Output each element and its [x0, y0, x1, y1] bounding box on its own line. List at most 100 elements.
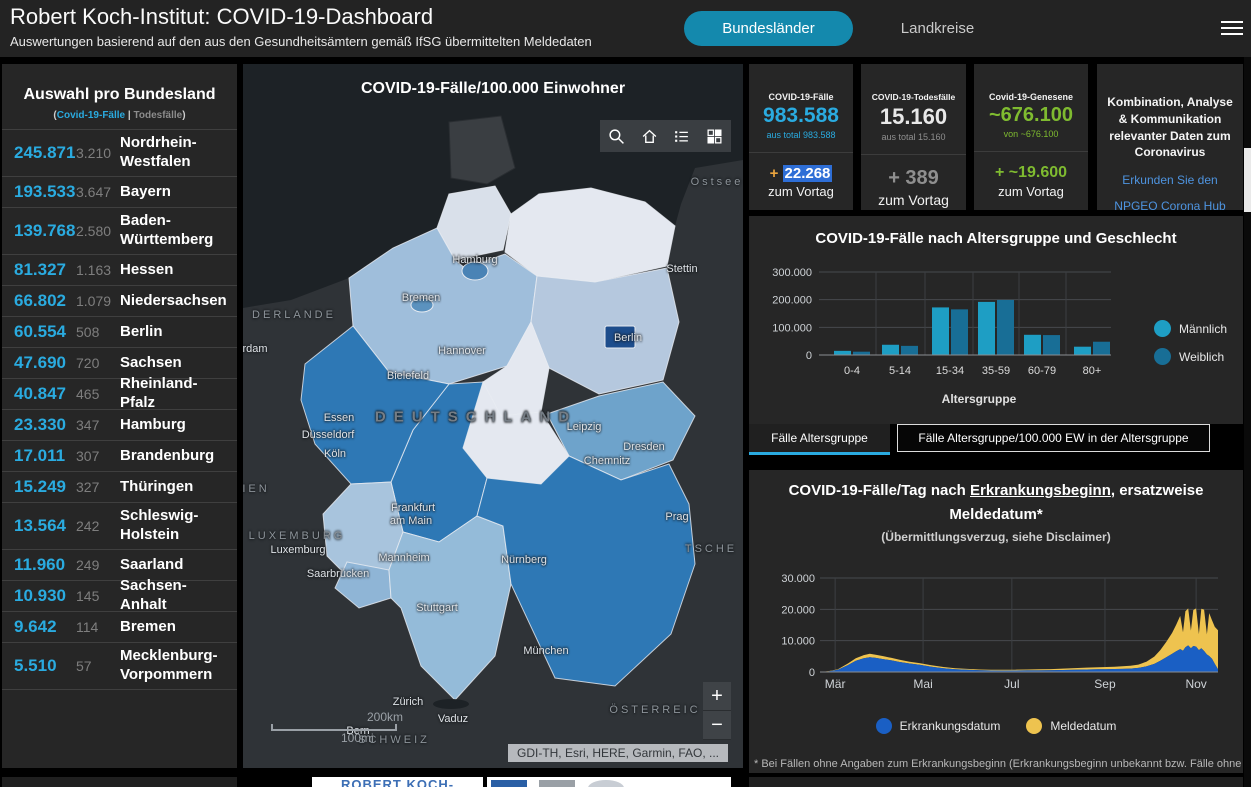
- state-deaths: 3.647: [76, 184, 112, 200]
- scale-line: [271, 724, 397, 731]
- state-cases: 10.930: [14, 586, 66, 605]
- state-row[interactable]: 17.011 307 Brandenburg: [2, 441, 237, 472]
- state-row[interactable]: 23.330 347 Hamburg: [2, 410, 237, 441]
- age-ytick: 0: [806, 350, 812, 362]
- germany-choropleth-map[interactable]: [243, 64, 743, 768]
- state-name: Brandenburg: [120, 446, 215, 464]
- age-category-label: 0-4: [844, 365, 860, 377]
- npgeo-link-hub[interactable]: NPGEO Corona Hub: [1114, 199, 1226, 214]
- age-bar-female: [951, 309, 968, 355]
- page-subtitle: Auswertungen basierend auf den aus den G…: [10, 34, 592, 49]
- bottom-panel-edge-left: [2, 777, 237, 787]
- state-deaths: 465: [76, 386, 100, 402]
- state-cases: 245.871: [14, 143, 76, 162]
- search-icon[interactable]: [600, 120, 633, 152]
- state-name: Rheinland-Pfalz: [120, 375, 198, 411]
- state-deaths: 114: [76, 619, 99, 635]
- zoom-out-button[interactable]: −: [703, 711, 731, 740]
- map-title: COVID-19-Fälle/100.000 Einwohner: [360, 80, 626, 97]
- state-row[interactable]: 11.960 249 Saarland: [2, 550, 237, 581]
- page-scrollbar: [1244, 57, 1251, 787]
- tab-landkreise[interactable]: Landkreise: [900, 20, 975, 37]
- tab-faelle-altersgruppe-100k[interactable]: Fälle Altersgruppe/100.000 EW in der Alt…: [897, 424, 1210, 452]
- state-row[interactable]: 47.690 720 Sachsen: [2, 348, 237, 379]
- recovered-subtotal: von ~676.100: [1003, 129, 1059, 139]
- state-cases: 139.768: [14, 221, 76, 240]
- zoom-in-button[interactable]: +: [703, 682, 731, 711]
- age-category-label: 35-59: [982, 365, 1010, 377]
- map-zoom-controls: + −: [703, 682, 731, 740]
- state-name: Thüringen: [120, 477, 194, 495]
- header: Robert Koch-Institut: COVID-19-Dashboard…: [0, 0, 1251, 57]
- partner-logo-block: [491, 780, 527, 787]
- deaths-delta-caption: zum Vortag: [878, 192, 949, 208]
- state-name: Bayern: [120, 182, 171, 200]
- state-deaths: 307: [76, 448, 100, 464]
- partner-logo-block: [539, 780, 576, 787]
- state-row[interactable]: 40.847 465 Rheinland-Pfalz: [2, 375, 237, 411]
- tl-month-label: Mai: [913, 677, 932, 691]
- state-hamburg: [461, 261, 489, 281]
- state-row[interactable]: 60.554 508 Berlin: [2, 317, 237, 348]
- state-row[interactable]: 81.327 1.163 Hessen: [2, 255, 237, 286]
- erkrankungsdatum-legend-dot: [875, 718, 892, 734]
- timeline-footnote: * Bei Fällen ohne Angaben zum Erkrankung…: [754, 758, 1242, 770]
- state-deaths: 3.210: [76, 145, 112, 161]
- state-row[interactable]: 66.802 1.079 Niedersachsen: [2, 286, 237, 317]
- age-bar-female: [997, 299, 1014, 355]
- tl-area-erkrankungsdatum: [820, 645, 1218, 672]
- age-chart-panel: COVID-19-Fälle nach Altersgruppe und Ges…: [749, 216, 1243, 424]
- tab-bundeslaender[interactable]: Bundesländer: [684, 11, 853, 46]
- age-bar-female: [853, 351, 870, 355]
- state-row[interactable]: 139.768 2.580 Baden-Württemberg: [2, 208, 237, 255]
- tl-ytick: 10.000: [781, 636, 815, 648]
- basemap-icon[interactable]: [698, 120, 731, 152]
- state-name: Hamburg: [120, 415, 186, 433]
- npgeo-link-intro[interactable]: Erkunden Sie den: [1122, 173, 1218, 188]
- tab-faelle-altersgruppe[interactable]: Fälle Altersgruppe: [749, 424, 890, 455]
- state-row[interactable]: 193.533 3.647 Bayern: [2, 177, 237, 208]
- scrollbar-thumb[interactable]: [1244, 148, 1251, 212]
- page-title: Robert Koch-Institut: COVID-19-Dashboard: [10, 4, 434, 29]
- age-chart-legend: Männlich Weiblich: [1154, 320, 1227, 376]
- map-panel: COVID-19-Fälle/100.000 Einwohner Hamburg…: [243, 64, 743, 768]
- legend-deaths-toggle[interactable]: Todesfälle: [133, 110, 183, 121]
- cases-value: 983.588: [763, 104, 839, 127]
- recovered-delta-block: + ~19.600 zum Vortag: [974, 151, 1088, 199]
- deaths-subtotal: aus total 15.160: [881, 132, 946, 142]
- age-bar-female: [901, 345, 918, 355]
- age-bar-male: [1024, 334, 1041, 355]
- age-category-label: 15-34: [936, 365, 964, 377]
- age-ytick: 100.000: [772, 322, 812, 334]
- state-deaths: 242: [76, 518, 100, 534]
- legend-cases-toggle[interactable]: Covid-19-Fälle: [56, 110, 126, 121]
- hamburger-menu-icon[interactable]: [1221, 21, 1243, 37]
- map-attribution: GDI-TH, Esri, HERE, Garmin, FAO, ...: [508, 744, 728, 762]
- partner-logo-strip: [487, 777, 731, 787]
- tl-ytick: 0: [809, 667, 815, 679]
- stat-card-recovered: Covid-19-Genesene ~676.100 von ~676.100 …: [974, 64, 1088, 210]
- state-row[interactable]: 5.510 57 Mecklenburg-Vorpommern: [2, 643, 237, 690]
- age-bar-male: [834, 350, 851, 355]
- stat-card-cases: COVID-19-Fälle 983.588 aus total 983.588…: [749, 64, 853, 210]
- male-legend-dot: [1154, 320, 1171, 337]
- scale-km-label: 200km: [367, 710, 404, 724]
- sidebar-title: Auswahl pro Bundesland: [23, 86, 216, 103]
- age-category-label: 5-14: [889, 365, 911, 377]
- legend-separator: |: [127, 110, 131, 121]
- state-deaths: 1.163: [76, 262, 112, 278]
- home-icon[interactable]: [633, 120, 666, 152]
- timeline-title-underlined: Erkrankungsbeginn: [970, 482, 1111, 499]
- tl-ytick: 30.000: [781, 573, 815, 585]
- state-cases: 40.847: [14, 384, 66, 403]
- recovered-delta-value: + ~19.600: [994, 164, 1068, 181]
- meldedatum-legend-label: Meldedatum: [1050, 719, 1117, 733]
- state-row[interactable]: 245.871 3.210 Nordrhein-Westfalen: [2, 130, 237, 177]
- state-row[interactable]: 15.249 327 Thüringen: [2, 472, 237, 503]
- state-berlin: [604, 325, 636, 349]
- state-row[interactable]: 10.930 145 Sachsen-Anhalt: [2, 577, 237, 613]
- state-row[interactable]: 13.564 242 Schleswig-Holstein: [2, 503, 237, 550]
- state-row[interactable]: 9.642 114 Bremen: [2, 612, 237, 643]
- legend-list-icon[interactable]: [666, 120, 699, 152]
